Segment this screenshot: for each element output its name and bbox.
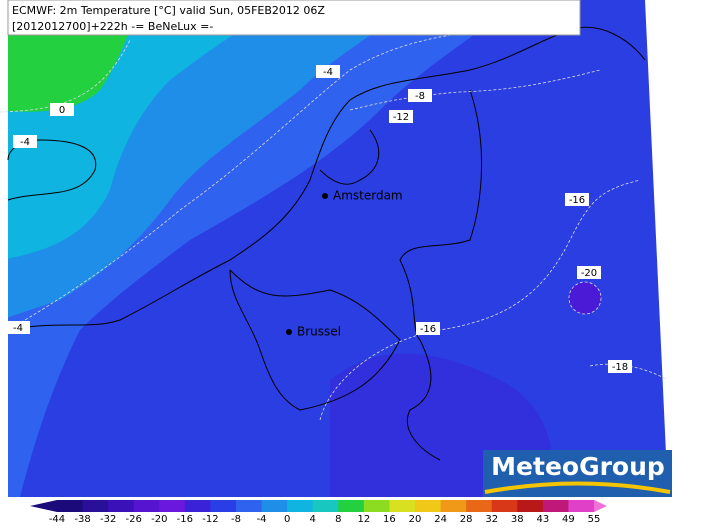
- colorbar-segment: [389, 500, 416, 512]
- colorbar-tick-label: -26: [126, 514, 142, 525]
- city-dot: [322, 193, 328, 199]
- colorbar-end: [30, 500, 57, 512]
- colorbar-tick-label: -16: [177, 514, 193, 525]
- colorbar-segment: [466, 500, 493, 512]
- colorbar-tick-label: -4: [257, 514, 267, 525]
- logo-arc: [484, 481, 671, 494]
- colorbar-segment: [108, 500, 135, 512]
- colorbar-tick-label: 12: [357, 514, 370, 525]
- colorbar-tick-label: -12: [202, 514, 218, 525]
- colorbar-tick-label: 0: [284, 514, 290, 525]
- colorbar-tick-label: 28: [460, 514, 473, 525]
- colorbar-tick-label: 49: [562, 514, 575, 525]
- city-label: Amsterdam: [333, 189, 403, 203]
- colorbar-segment: [133, 500, 160, 512]
- colorbar-segment: [159, 500, 186, 512]
- colorbar: -44 -38 -32 -26 -20 -16 -12 -8 -4 0 4 8 12 16 20 24 28 32…: [30, 500, 607, 525]
- contour-label-bg: [6, 321, 30, 334]
- contour-label: -8: [415, 91, 425, 102]
- header-box: [7, 0, 581, 36]
- colorbar-tick-label: 38: [511, 514, 524, 525]
- contour-label-bg: [316, 65, 340, 78]
- colorbar-segment: [542, 500, 569, 512]
- colorbar-tick-label: 16: [383, 514, 396, 525]
- contour-label: -20: [581, 268, 597, 279]
- colorbar-tick-label: -32: [100, 514, 116, 525]
- contour-label-bg: [389, 110, 413, 123]
- contour-label-bg: [416, 322, 440, 335]
- header-line: ECMWF: 2m Temperature [°C] valid Sun, 05…: [12, 4, 325, 17]
- colorbar-segment: [363, 500, 390, 512]
- colorbar-tick-label: -38: [74, 514, 90, 525]
- colorbar-tick-label: 55: [588, 514, 601, 525]
- logo-text: MeteoGroup: [491, 452, 665, 481]
- colorbar-tick-label: -8: [231, 514, 241, 525]
- colorbar-end: [594, 500, 607, 512]
- contour-label-bg: [50, 103, 74, 116]
- contour-label: -4: [323, 67, 333, 78]
- colorbar-segment: [236, 500, 263, 512]
- contour-label-bg: [577, 266, 601, 279]
- contour-label: 0: [59, 105, 65, 116]
- city-dot: [286, 329, 292, 335]
- colorbar-segment: [210, 500, 237, 512]
- colorbar-segment: [415, 500, 442, 512]
- contour-label: -16: [569, 195, 585, 206]
- header-line: [2012012700]+222h -= BeNeLux =-: [12, 20, 213, 33]
- contour-label-bg: [565, 193, 589, 206]
- contour-label: -4: [13, 323, 23, 334]
- colorbar-tick-label: -20: [151, 514, 167, 525]
- colorbar-segment: [568, 500, 595, 512]
- colorbar-segment: [82, 500, 109, 512]
- contour-label: -18: [612, 362, 628, 373]
- city-label: Brussel: [297, 325, 341, 339]
- contour-label: -4: [20, 137, 30, 148]
- colorbar-segment: [261, 500, 288, 512]
- colorbar-tick-label: 20: [409, 514, 422, 525]
- colorbar-segment: [184, 500, 211, 512]
- contour-label: -16: [420, 324, 436, 335]
- colorbar-tick-label: 32: [485, 514, 498, 525]
- colorbar-tick-label: -44: [49, 514, 65, 525]
- contour-label-bg: [13, 135, 37, 148]
- colorbar-segment: [491, 500, 518, 512]
- colorbar-segment: [338, 500, 365, 512]
- contour-label: -12: [393, 112, 409, 123]
- colorbar-segment: [440, 500, 467, 512]
- contour-label-bg: [408, 89, 432, 102]
- contour-label-bg: [608, 360, 632, 373]
- colorbar-tick-label: 4: [310, 514, 316, 525]
- colorbar-tick-label: 24: [434, 514, 447, 525]
- colorbar-tick-label: 43: [536, 514, 549, 525]
- isotherms: [0, 29, 669, 421]
- colorbar-segment: [312, 500, 339, 512]
- colorbar-segment: [57, 500, 84, 512]
- colorbar-segment: [517, 500, 544, 512]
- labels: -4 0 -4 -8 -12 -16 -20 -4 -16 -18 Amsterdam Brussel: [6, 65, 632, 373]
- colorbar-segment: [287, 500, 314, 512]
- colorbar-tick-label: 8: [335, 514, 341, 525]
